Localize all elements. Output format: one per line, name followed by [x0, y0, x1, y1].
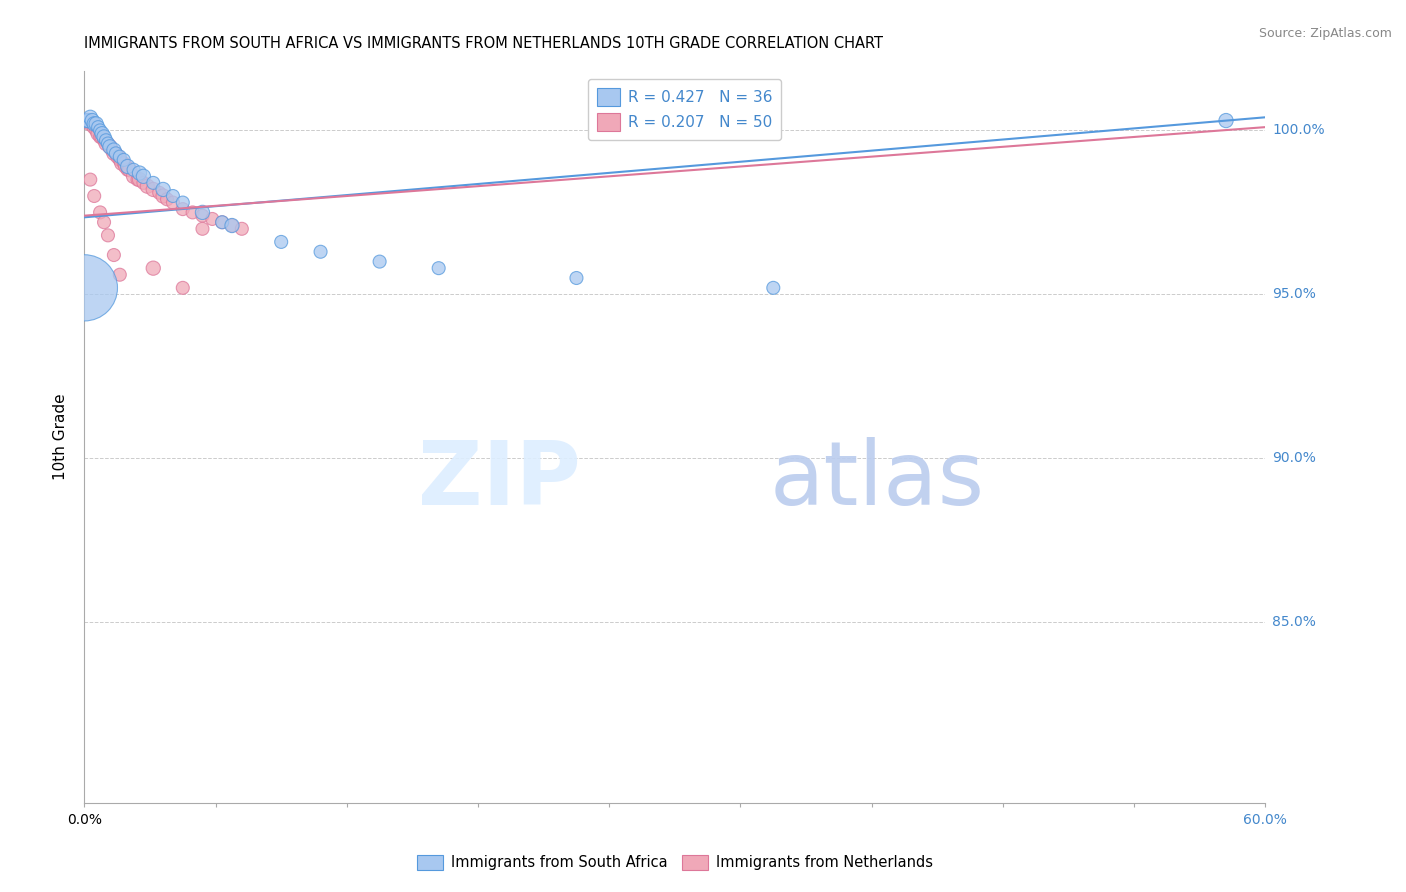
Point [97, 228, 120, 243]
Point [98, 140, 121, 154]
Point [132, 176, 155, 190]
Point [103, 146, 125, 161]
Point [128, 172, 150, 186]
Text: 90.0%: 90.0% [1272, 451, 1316, 466]
Point [191, 209, 214, 223]
Point [83, 120, 105, 135]
Point [211, 215, 233, 229]
Point [117, 160, 139, 174]
Point [127, 172, 149, 186]
Point [83, 189, 105, 203]
Point [221, 219, 243, 233]
Point [309, 244, 332, 259]
Point [107, 150, 129, 164]
Point [152, 182, 174, 196]
Point [101, 143, 124, 157]
Point [79, 172, 101, 186]
Point [97, 136, 120, 151]
Text: ZIP: ZIP [418, 437, 581, 524]
Point [79, 110, 101, 124]
Text: 60.0%: 60.0% [1243, 813, 1288, 827]
Point [368, 254, 391, 268]
Point [93, 133, 115, 147]
Point [104, 146, 127, 161]
Text: 0.0%: 0.0% [67, 813, 101, 827]
Point [108, 268, 131, 282]
Point [108, 153, 131, 167]
Point [77, 113, 100, 128]
Point [94, 133, 117, 147]
Point [181, 205, 204, 219]
Point [97, 136, 120, 151]
Point [270, 235, 292, 249]
Point [152, 189, 174, 203]
Point [82, 117, 104, 131]
Point [75, 113, 97, 128]
Point [83, 117, 105, 131]
Text: 95.0%: 95.0% [1272, 287, 1316, 301]
Point [89, 123, 111, 137]
Point [93, 215, 115, 229]
Point [98, 140, 121, 154]
Point [87, 127, 110, 141]
Text: 85.0%: 85.0% [1272, 615, 1316, 630]
Point [191, 222, 214, 236]
Point [91, 127, 114, 141]
Point [148, 186, 170, 200]
Point [136, 179, 159, 194]
Point [565, 271, 588, 285]
Point [162, 189, 184, 203]
Point [77, 113, 100, 128]
Point [112, 156, 135, 170]
Point [128, 166, 150, 180]
Point [75, 113, 97, 128]
Point [172, 202, 194, 216]
Point [84, 117, 107, 131]
Point [122, 162, 145, 177]
Point [142, 176, 165, 190]
Legend: Immigrants from South Africa, Immigrants from Netherlands: Immigrants from South Africa, Immigrants… [412, 848, 938, 876]
Point [142, 182, 165, 196]
Point [201, 211, 224, 226]
Point [82, 113, 104, 128]
Legend: R = 0.427   N = 36, R = 0.207   N = 50: R = 0.427 N = 36, R = 0.207 N = 50 [588, 79, 782, 140]
Point [762, 281, 785, 295]
Point [231, 222, 253, 236]
Point [117, 162, 139, 177]
Point [111, 156, 134, 170]
Point [156, 192, 179, 206]
Point [108, 150, 131, 164]
Point [94, 136, 117, 151]
Point [172, 195, 194, 210]
Point [1215, 113, 1237, 128]
Point [89, 130, 111, 145]
Point [427, 261, 450, 276]
Point [79, 117, 101, 131]
Text: Source: ZipAtlas.com: Source: ZipAtlas.com [1258, 27, 1392, 40]
Point [89, 205, 111, 219]
Point [172, 281, 194, 295]
Text: 100.0%: 100.0% [1272, 123, 1324, 137]
Text: IMMIGRANTS FROM SOUTH AFRICA VS IMMIGRANTS FROM NETHERLANDS 10TH GRADE CORRELATI: IMMIGRANTS FROM SOUTH AFRICA VS IMMIGRAN… [84, 36, 883, 51]
Point [103, 143, 125, 157]
Point [191, 205, 214, 219]
Text: atlas: atlas [769, 437, 984, 524]
Point [142, 261, 165, 276]
Point [103, 248, 125, 262]
Point [132, 169, 155, 184]
Point [118, 162, 141, 177]
Point [93, 130, 115, 145]
Point [162, 195, 184, 210]
Point [221, 219, 243, 233]
Point [114, 160, 136, 174]
Point [87, 120, 110, 135]
Y-axis label: 10th Grade: 10th Grade [53, 393, 69, 481]
Point [211, 215, 233, 229]
Point [112, 153, 135, 167]
Point [91, 130, 114, 145]
Point [84, 123, 107, 137]
Point [73, 281, 96, 295]
Point [104, 146, 127, 161]
Point [122, 169, 145, 184]
